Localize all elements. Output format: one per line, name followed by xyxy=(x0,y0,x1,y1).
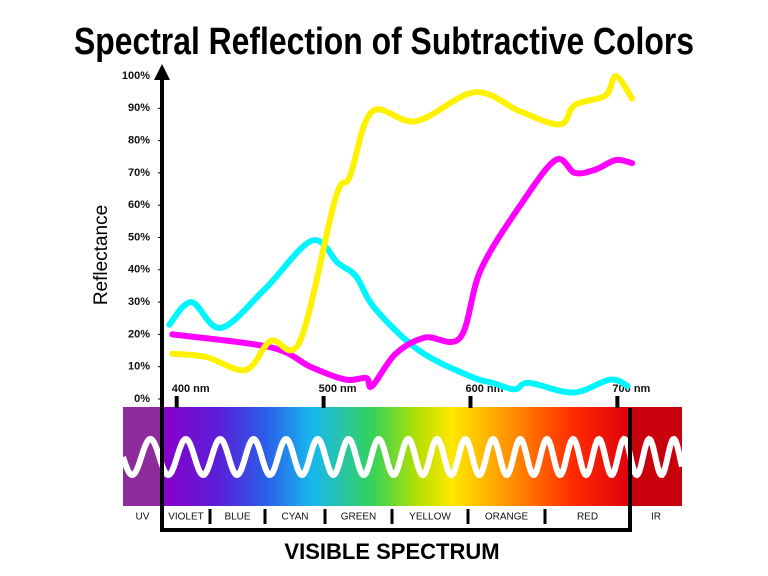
series-line xyxy=(169,156,636,390)
y-tick-label: 60% xyxy=(128,199,150,211)
y-tick-label: 30% xyxy=(128,296,150,308)
spectrum-label: ORANGE xyxy=(485,512,529,523)
plot: 0% 10% 20% 30% 40% 50% 60% 70% 80% 90% 100% 400 nm 5… xyxy=(122,70,661,524)
y-tick-label: 50% xyxy=(128,231,150,243)
x-tick-label: 400 nm xyxy=(172,383,210,395)
spectrum-label: BLUE xyxy=(224,512,250,523)
spectrum-band xyxy=(162,407,630,506)
y-tick-label: 80% xyxy=(128,135,150,147)
x-tick-label: 700 nm xyxy=(612,383,650,395)
spectrum-label: RED xyxy=(577,512,598,523)
y-tick-label: 0% xyxy=(134,393,150,405)
wave xyxy=(120,435,685,479)
spectrum-label: YELLOW xyxy=(409,512,451,523)
series-line xyxy=(166,237,631,396)
series-line xyxy=(169,73,636,374)
spectrum-label: VIOLET xyxy=(168,512,204,523)
x-tick-label: 500 nm xyxy=(319,383,357,395)
spectrum-label: GREEN xyxy=(341,512,377,523)
y-tick-label: 90% xyxy=(128,102,150,114)
y-tick-label: 100% xyxy=(122,70,150,82)
y-tick-label: 70% xyxy=(128,167,150,179)
y-tick-label: 10% xyxy=(128,361,150,373)
spectrum-label: CYAN xyxy=(281,512,308,523)
axis-arrow xyxy=(154,64,170,80)
spectrum-label: UV xyxy=(136,512,150,523)
wave-line xyxy=(120,435,685,479)
y-tick-label: 40% xyxy=(128,264,150,276)
y-axis-label: Reflectance xyxy=(91,205,112,305)
axis xyxy=(160,72,632,532)
spectrum-title: VISIBLE SPECTRUM xyxy=(284,539,499,564)
chart-title: Spectral Reflection of Subtractive Color… xyxy=(74,21,694,63)
spectrum-label: IR xyxy=(651,512,661,523)
y-tick-label: 20% xyxy=(128,328,150,340)
